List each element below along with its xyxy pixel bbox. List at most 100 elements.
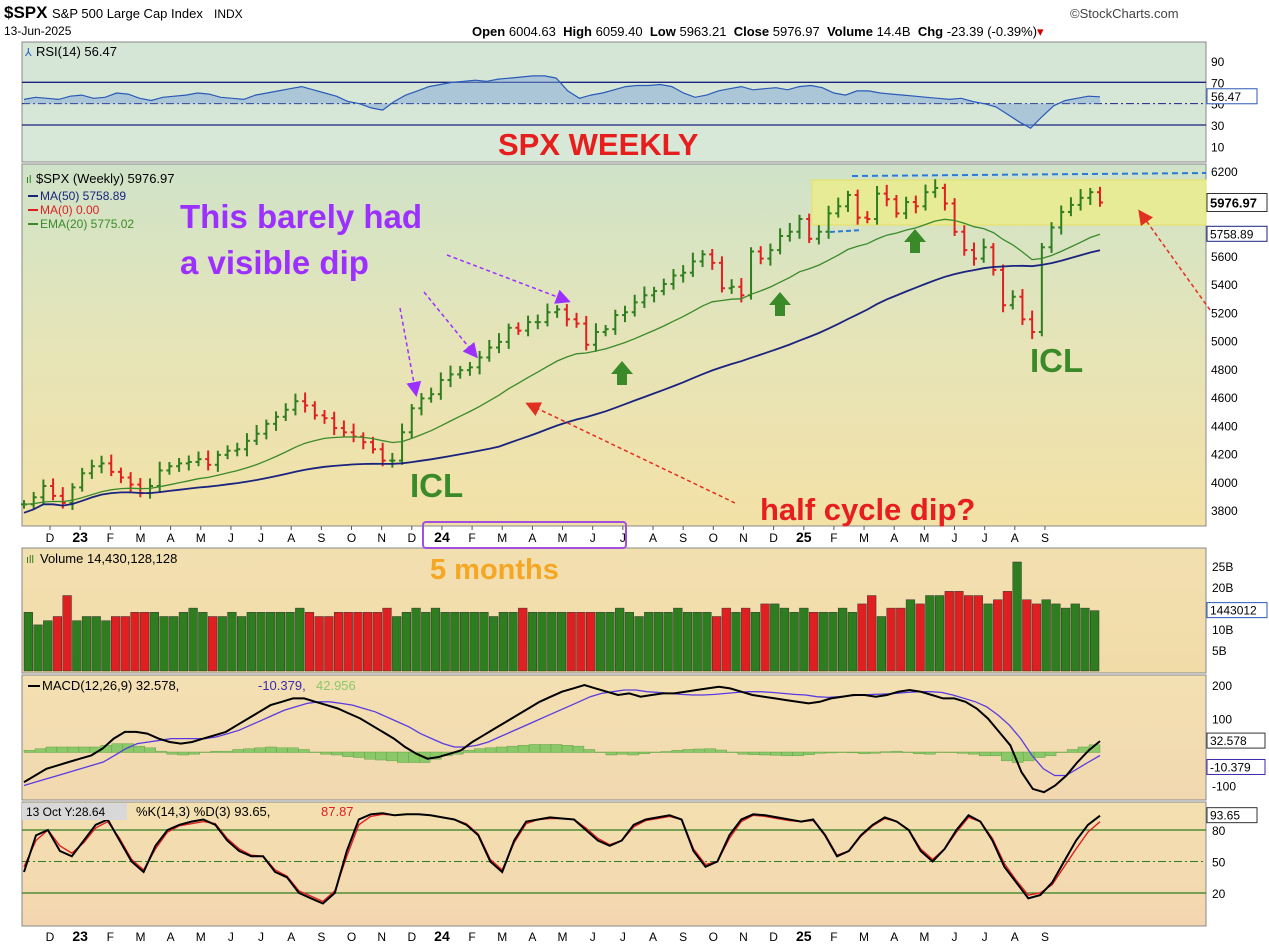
volume-bar	[23, 612, 33, 672]
volume-title: Volume 14,430,128,128	[40, 551, 177, 566]
macd-hist-bar	[254, 747, 266, 753]
x-label-bottom: F	[468, 930, 475, 944]
volume-bar	[838, 607, 848, 672]
price-tick: 4200	[1211, 448, 1238, 462]
x-label-bottom: F	[830, 930, 837, 944]
macd-hist-bar	[803, 751, 815, 755]
x-label: J	[620, 531, 626, 545]
volume-bar	[207, 616, 218, 672]
x-label-bottom: A	[528, 930, 536, 944]
x-label-bottom: D	[46, 930, 55, 944]
volume-bar	[595, 612, 605, 672]
volume-bar	[741, 607, 751, 672]
volume-bar	[62, 595, 72, 672]
volume-bar	[43, 620, 53, 672]
price-tick: 5200	[1211, 306, 1238, 320]
volume-bar	[1031, 603, 1042, 672]
macd-hist-bar	[375, 751, 387, 761]
volume-bar	[372, 612, 382, 672]
symbol: $SPX	[4, 3, 48, 22]
volume-bar	[275, 612, 285, 672]
five-months-label: 5 months	[430, 554, 559, 586]
volume-bar	[401, 612, 411, 672]
volume-last-label: 1443012	[1210, 604, 1257, 618]
high-label: High	[563, 24, 592, 39]
macd-hist-bar	[386, 751, 398, 762]
macd-hist-bar	[342, 751, 354, 757]
purple-arrow-1	[399, 307, 422, 397]
rsi-title: RSI(14) 56.47	[36, 44, 117, 59]
stoch-last-box	[1206, 807, 1258, 824]
close-label: Close	[733, 24, 770, 39]
volume-bar	[905, 599, 916, 672]
volume-bar	[1070, 603, 1080, 672]
macd-hist-bar	[693, 748, 705, 753]
volume-bar	[1002, 591, 1013, 672]
ma-last-label: 5758.89	[1210, 227, 1254, 241]
macd-hist-bar	[550, 744, 563, 753]
x-label: M	[497, 531, 507, 545]
macd-hist-bar	[1033, 751, 1046, 758]
volume-bar	[896, 607, 906, 672]
x-label-bottom: F	[107, 930, 114, 944]
x-label-bottom: D	[407, 930, 416, 944]
macd-hist-bar	[946, 751, 958, 753]
macd-hist-bar	[671, 750, 683, 753]
purple-arrow-3	[446, 254, 571, 304]
volume-bar	[1080, 607, 1090, 672]
volume-bar	[789, 612, 799, 672]
x-label: J	[982, 531, 988, 545]
x-label: 25	[796, 529, 812, 545]
x-label-bottom: A	[287, 930, 295, 944]
volume-bar	[973, 595, 983, 672]
high-value: 6059.40	[595, 24, 643, 39]
volume-bar	[72, 620, 82, 672]
x-label-bottom: O	[347, 930, 356, 944]
x-label: S	[1041, 531, 1049, 545]
price-tick: 4600	[1211, 391, 1238, 405]
x-label-bottom: A	[649, 930, 657, 944]
stoch-series: %K(14,3) %D(3) 93.65, 87.87 13 Oct Y:28.64…	[22, 803, 1258, 905]
macd-hist-bar	[287, 747, 299, 753]
legend-entry: EMA(20) 5775.02	[40, 217, 134, 231]
macd-last-box	[1206, 732, 1266, 749]
x-label: A	[890, 531, 898, 545]
volume-tick: 20B	[1212, 581, 1233, 595]
x-label: J	[258, 531, 264, 545]
volume-bar	[159, 616, 169, 672]
volume-bar	[1090, 610, 1100, 672]
volume-bar	[101, 620, 111, 672]
volume-bar	[682, 612, 693, 672]
volume-bar	[886, 607, 896, 672]
macd-hist-bar	[957, 751, 969, 754]
volume-bar	[421, 612, 431, 672]
volume-bar	[876, 616, 886, 672]
volume-bar	[1012, 561, 1022, 672]
macd-hist-bar	[23, 750, 36, 753]
macd-hist-bar	[616, 751, 629, 755]
x-label: O	[347, 531, 356, 545]
macd-hist-bar	[913, 751, 925, 755]
x-label: A	[287, 531, 295, 545]
macd-hist-bar	[144, 747, 156, 753]
stoch-panel	[21, 801, 1207, 927]
price-tick: 4000	[1211, 476, 1238, 490]
volume-bar	[246, 612, 256, 672]
macd-hist-bar	[155, 750, 167, 753]
rsi-icon: ⅄	[24, 47, 32, 59]
volume-bar	[702, 612, 712, 672]
legend-entry: MA(50) 5758.89	[40, 189, 126, 203]
x-label: F	[830, 531, 837, 545]
x-label: O	[709, 531, 718, 545]
volume-bar	[392, 616, 402, 672]
stoch-tick: 20	[1212, 887, 1226, 901]
ohlc-readout: Open 6004.63 High 6059.40 Low 5963.21 Cl…	[472, 24, 1044, 40]
price-last-label: 5976.97	[1210, 195, 1257, 210]
macd-hist-bar	[572, 745, 585, 753]
crosshair-box	[22, 803, 127, 820]
macd-hist-bar	[265, 746, 277, 753]
macd-hist-bar	[210, 750, 222, 753]
x-label: J	[590, 531, 596, 545]
macd-series: MACD(12,26,9) 32.578, -10.379, 42.956 200 10…	[23, 678, 1266, 794]
volume-bar	[266, 612, 276, 672]
